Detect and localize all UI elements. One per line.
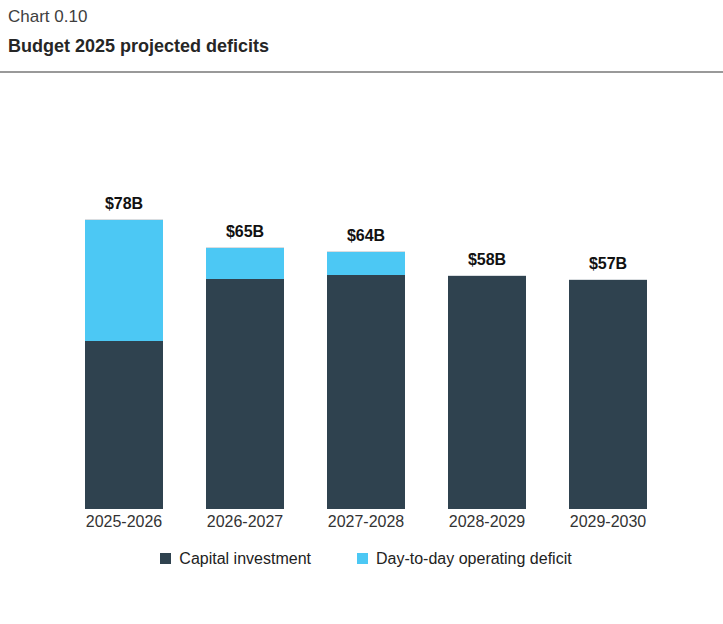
bar-segment-capital-investment: [569, 279, 647, 509]
bar-group-2029-2030: $57B: [569, 194, 647, 509]
bar-total-label: $65B: [226, 222, 264, 241]
header-divider: [0, 71, 723, 73]
bar-total-label: $58B: [468, 250, 506, 269]
chart-title: Budget 2025 projected deficits: [8, 35, 715, 57]
bar-segment-operating-deficit: [206, 247, 284, 279]
bar-group-2026-2027: $65B: [206, 194, 284, 509]
bar-group-2028-2029: $58B: [448, 194, 526, 509]
bar-total-label: $64B: [347, 226, 385, 245]
x-axis-label-2026-2027: 2026-2027: [206, 512, 284, 531]
bar-total-label: $78B: [105, 194, 143, 213]
legend-swatch-operating-deficit: [357, 553, 368, 564]
legend-item-operating-deficit: Day-to-day operating deficit: [357, 549, 572, 568]
x-axis-label-2028-2029: 2028-2029: [448, 512, 526, 531]
chart-plot-area: $78B$65B$64B$58B$57B 2025-20262026-20272…: [85, 194, 647, 568]
bar-segment-capital-investment: [85, 341, 163, 509]
x-axis-label-2025-2026: 2025-2026: [85, 512, 163, 531]
bar-segment-capital-investment: [206, 279, 284, 509]
bar-total-label: $57B: [589, 254, 627, 273]
chart-number: Chart 0.10: [8, 6, 715, 28]
bar-group-2025-2026: $78B: [85, 194, 163, 509]
legend-swatch-capital-investment: [160, 553, 171, 564]
legend-item-capital-investment: Capital investment: [160, 549, 311, 568]
bar-segment-operating-deficit: [327, 251, 405, 275]
x-axis-labels: 2025-2026 2026-2027 2027-2028 2028-2029 2029…: [85, 512, 647, 531]
x-axis-label-2029-2030: 2029-2030: [569, 512, 647, 531]
bars-row: $78B $65B $64B $58B $57B: [85, 194, 647, 509]
legend-label-operating-deficit: Day-to-day operating deficit: [376, 549, 572, 568]
legend-label-capital-investment: Capital investment: [179, 549, 311, 568]
bar-segment-operating-deficit: [85, 219, 163, 341]
bar-segment-capital-investment: [327, 275, 405, 509]
chart-header: Chart 0.10 Budget 2025 projected deficit…: [0, 0, 723, 57]
bar-group-2027-2028: $64B: [327, 194, 405, 509]
chart-legend: Capital investment Day-to-day operating …: [85, 549, 647, 568]
x-axis-label-2027-2028: 2027-2028: [327, 512, 405, 531]
bar-segment-capital-investment: [448, 275, 526, 509]
